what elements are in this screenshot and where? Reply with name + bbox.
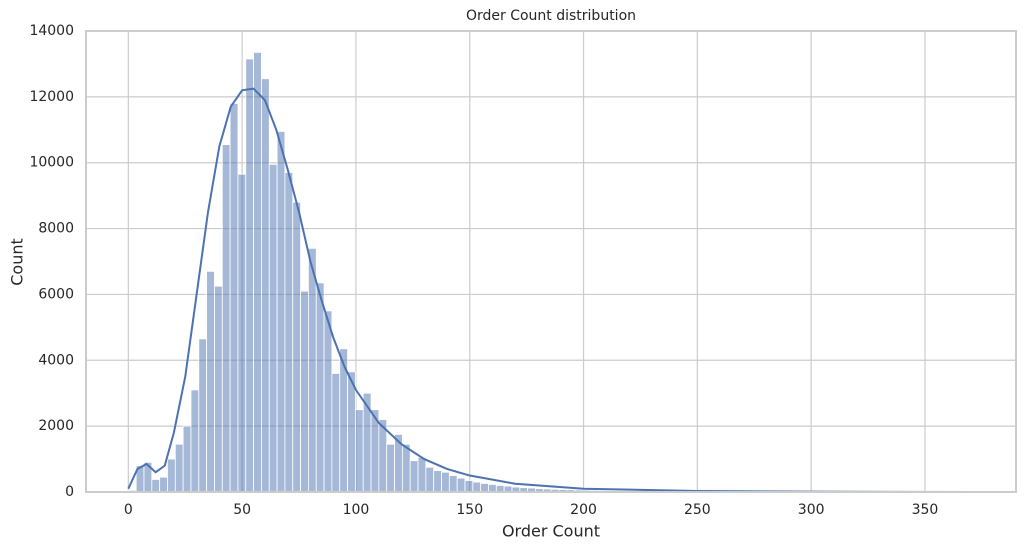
bar: [472, 481, 482, 493]
plot-frame: [85, 30, 1017, 493]
bar: [323, 310, 333, 493]
y-tick-label: 4000: [38, 352, 74, 368]
x-tick-label: 100: [343, 502, 370, 518]
y-tick-label: 10000: [29, 155, 74, 171]
x-tick-label: 250: [684, 502, 711, 518]
bar: [206, 270, 215, 493]
bar: [480, 483, 489, 493]
bar: [300, 290, 309, 493]
bar: [261, 78, 270, 493]
bar: [433, 470, 442, 493]
bar: [448, 475, 458, 493]
x-tick-label: 50: [233, 502, 251, 518]
bar: [425, 466, 435, 493]
bar: [167, 458, 176, 493]
x-axis-label: Order Count: [502, 522, 600, 541]
x-tick-label: 150: [456, 502, 483, 518]
bar: [456, 477, 466, 493]
bar: [441, 471, 450, 493]
bar: [229, 103, 239, 493]
bar: [268, 163, 278, 493]
bar: [182, 425, 192, 493]
y-axis-label: Count: [8, 238, 27, 286]
kde-line: [127, 87, 976, 493]
bar: [190, 389, 200, 493]
bar: [221, 144, 231, 493]
bar: [151, 479, 161, 493]
x-tick-label: 0: [124, 502, 133, 518]
bar: [347, 371, 356, 493]
y-tick-label: 14000: [29, 23, 74, 39]
bar: [276, 131, 286, 493]
x-tick-label: 200: [570, 502, 597, 518]
bar: [198, 338, 208, 493]
bar: [237, 173, 247, 493]
bar: [488, 484, 497, 493]
bar: [417, 457, 427, 493]
bar: [284, 172, 294, 493]
bar: [174, 443, 184, 493]
y-tick-label: 12000: [29, 89, 74, 105]
bar: [401, 443, 411, 493]
bar: [245, 58, 255, 493]
bar: [315, 282, 325, 493]
y-tick-label: 2000: [38, 418, 74, 434]
bar: [331, 373, 341, 493]
chart-title: Order Count distribution: [466, 8, 636, 24]
bar: [292, 201, 301, 493]
bar: [253, 52, 262, 493]
bar: [159, 476, 168, 493]
bar: [409, 460, 419, 493]
bar: [362, 392, 372, 493]
bar: [308, 247, 317, 493]
y-tick-label: 8000: [38, 221, 74, 237]
bar: [354, 409, 364, 493]
x-tick-label: 350: [912, 502, 939, 518]
y-tick-label: 6000: [38, 286, 74, 302]
bar: [214, 285, 223, 493]
bar: [464, 480, 474, 493]
y-tick-label: 0: [65, 484, 74, 500]
x-tick-label: 300: [798, 502, 825, 518]
bar: [386, 443, 395, 493]
